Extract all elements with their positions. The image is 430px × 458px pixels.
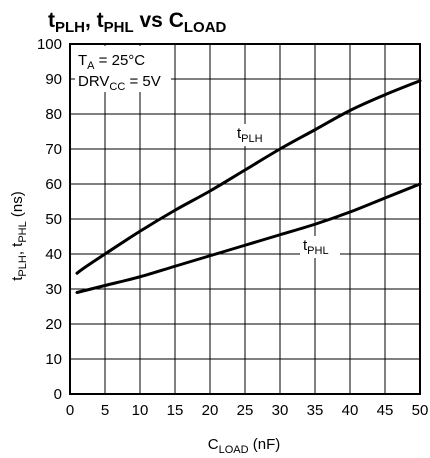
x-tick-labels: 0 5 10 15 20 25 30 35 40 45 50	[66, 402, 429, 419]
x-tick-label: 50	[412, 402, 429, 419]
condition-drv: DRVCC = 5V	[78, 73, 161, 93]
plot-frame	[69, 43, 421, 395]
x-tick-label: 20	[202, 402, 219, 419]
grid-lines	[69, 43, 421, 395]
x-tick-label: 0	[66, 402, 74, 419]
x-tick-label: 15	[167, 402, 184, 419]
x-tick-label: 30	[272, 402, 289, 419]
x-tick-label: 10	[132, 402, 149, 419]
y-tick-label: 50	[45, 211, 62, 228]
x-tick-label: 35	[307, 402, 324, 419]
y-axis-label: tPLH, tPHL (ns)	[9, 191, 29, 281]
series-layer	[75, 79, 422, 294]
x-tick-label: 5	[101, 402, 109, 419]
condition-ta: TA = 25°C	[78, 52, 145, 72]
x-tick-label: 45	[377, 402, 394, 419]
tplh-label-bg	[234, 124, 274, 146]
series-line-tplh	[75, 79, 422, 275]
series-label-tphl: tPHL	[303, 237, 329, 257]
y-tick-label: 30	[45, 281, 62, 298]
x-axis-label: CLOAD (nF)	[208, 436, 280, 456]
y-tick-label: 10	[45, 351, 62, 368]
conditions-box	[75, 46, 171, 92]
y-tick-label: 20	[45, 316, 62, 333]
y-tick-label: 70	[45, 141, 62, 158]
y-tick-label: 90	[45, 71, 62, 88]
series-line-tphl	[75, 182, 422, 294]
y-tick-labels: 0 10 20 30 40 50 60 70 80 90 100	[37, 36, 62, 403]
y-tick-label: 0	[54, 386, 62, 403]
y-tick-label: 100	[37, 36, 62, 53]
x-tick-label: 25	[237, 402, 254, 419]
series-label-tplh: tPLH	[237, 125, 263, 145]
tphl-label-bg	[300, 236, 340, 258]
x-tick-label: 40	[342, 402, 359, 419]
chart-title: tPLH, tPHL vs CLOAD	[48, 9, 227, 36]
y-tick-label: 60	[45, 176, 62, 193]
y-tick-label: 40	[45, 246, 62, 263]
y-tick-label: 80	[45, 106, 62, 123]
